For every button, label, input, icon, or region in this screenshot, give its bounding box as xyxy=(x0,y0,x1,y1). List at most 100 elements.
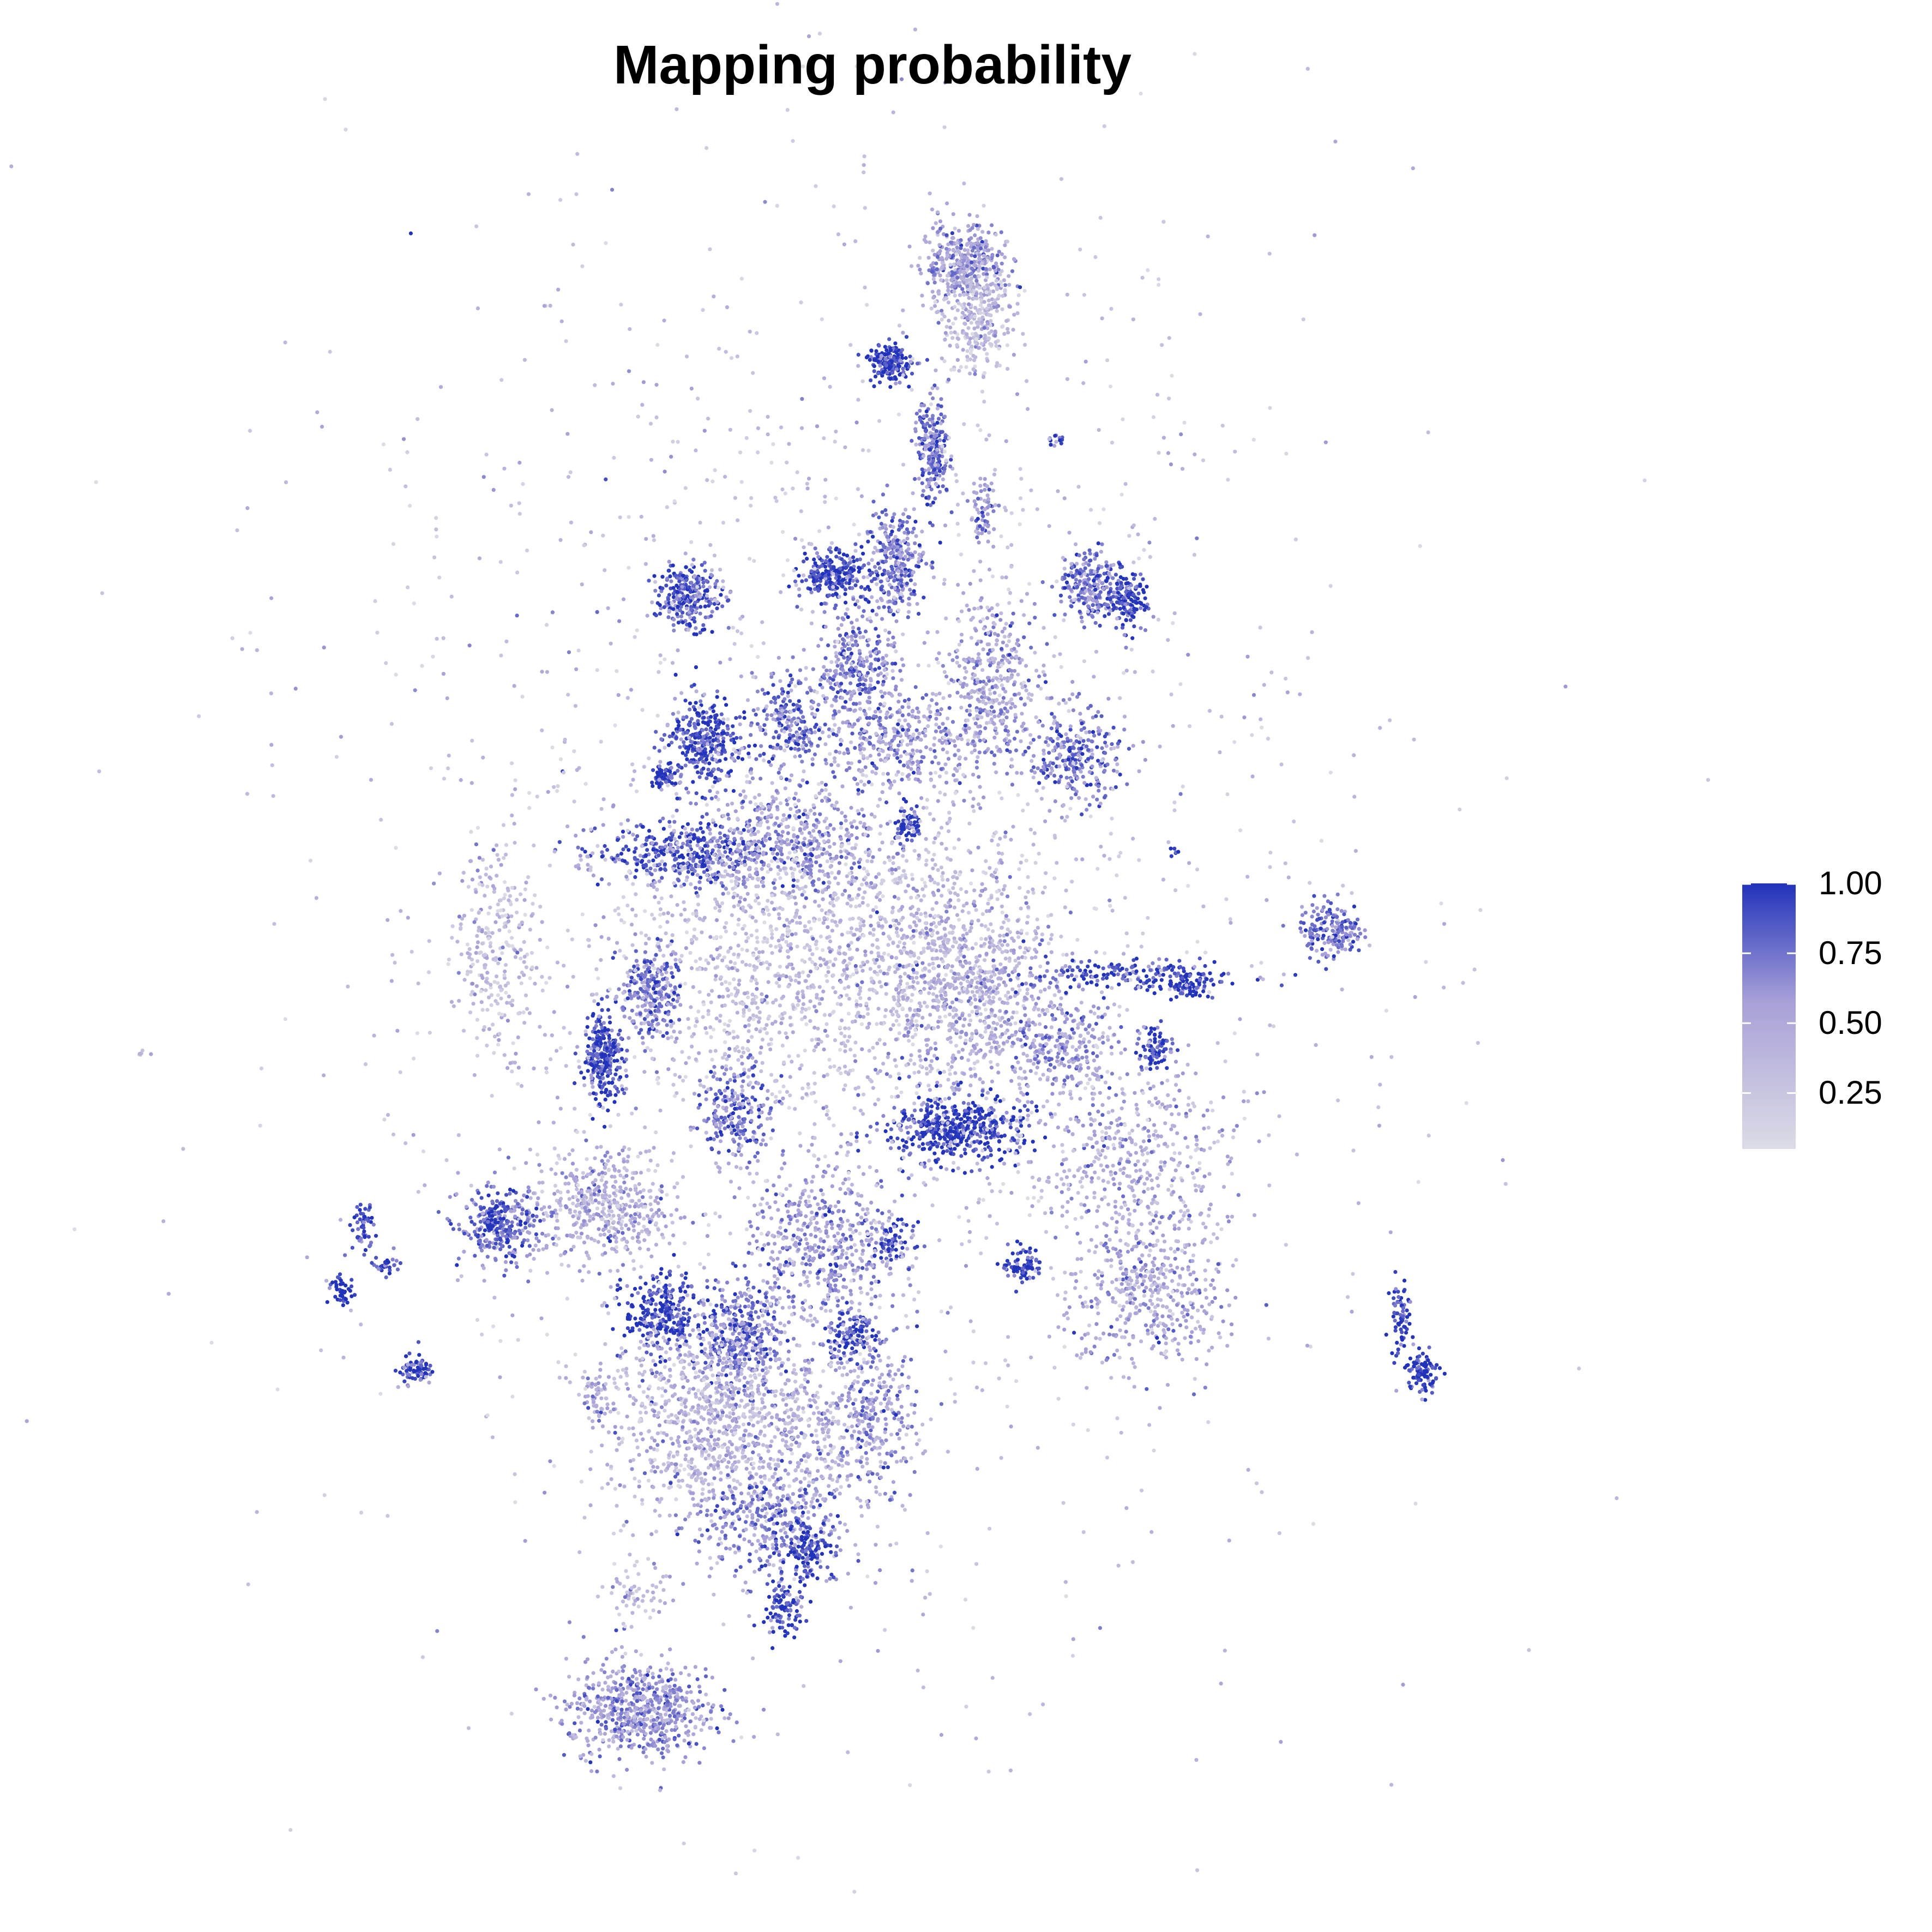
data-point xyxy=(988,691,992,696)
data-point xyxy=(731,789,736,793)
data-point xyxy=(890,550,894,555)
data-point xyxy=(815,579,819,583)
data-point xyxy=(1114,625,1118,630)
data-point xyxy=(788,728,792,732)
data-point xyxy=(976,227,980,231)
data-point xyxy=(851,555,856,559)
data-point xyxy=(972,285,976,290)
data-point xyxy=(753,743,757,748)
data-point xyxy=(932,736,937,741)
data-point xyxy=(774,789,779,793)
data-point xyxy=(946,717,950,721)
data-point xyxy=(922,414,926,419)
data-point xyxy=(1094,553,1099,558)
data-point xyxy=(817,728,821,732)
data-point xyxy=(1112,605,1116,610)
data-point xyxy=(994,232,998,237)
data-point xyxy=(713,720,718,725)
data-point xyxy=(886,572,891,576)
data-point xyxy=(789,747,793,751)
data-point xyxy=(810,880,815,885)
data-point xyxy=(802,648,806,652)
data-point xyxy=(660,575,665,579)
data-point xyxy=(916,263,920,268)
data-point xyxy=(892,612,896,617)
data-point xyxy=(1021,681,1026,685)
data-point xyxy=(756,707,760,711)
data-point xyxy=(917,450,921,455)
data-point xyxy=(880,526,884,530)
data-point xyxy=(1115,581,1119,586)
data-point xyxy=(866,643,870,647)
data-point xyxy=(1106,603,1110,607)
data-point xyxy=(842,655,846,660)
data-point xyxy=(958,284,962,288)
data-point xyxy=(866,600,871,604)
data-point xyxy=(994,699,998,703)
data-point xyxy=(700,815,705,819)
data-point xyxy=(802,559,806,564)
data-point xyxy=(857,688,862,692)
data-point xyxy=(884,800,889,805)
data-point xyxy=(844,818,848,823)
data-point xyxy=(954,252,959,256)
data-point xyxy=(979,246,983,251)
data-point xyxy=(978,578,983,582)
data-point xyxy=(977,540,981,545)
data-point xyxy=(773,701,778,705)
data-point xyxy=(982,371,987,375)
data-point xyxy=(938,249,942,254)
data-point xyxy=(781,762,786,767)
data-point xyxy=(1026,678,1031,683)
data-point xyxy=(756,839,761,844)
data-point xyxy=(725,731,730,736)
data-point xyxy=(938,273,942,278)
data-point xyxy=(902,563,907,568)
data-point xyxy=(1078,579,1082,583)
data-point xyxy=(679,831,684,835)
data-point xyxy=(792,843,797,848)
data-point xyxy=(926,256,931,260)
data-point xyxy=(783,705,787,709)
data-point xyxy=(831,716,836,720)
data-point xyxy=(703,796,707,801)
data-point xyxy=(737,830,742,835)
data-point xyxy=(990,223,994,227)
point-cluster xyxy=(856,335,929,389)
data-point xyxy=(759,744,763,748)
data-point xyxy=(786,831,790,835)
data-point xyxy=(808,587,812,591)
data-point xyxy=(848,647,852,651)
data-point xyxy=(1092,579,1096,583)
data-point xyxy=(886,351,890,356)
data-point xyxy=(878,597,883,601)
data-point xyxy=(843,814,847,818)
data-point xyxy=(858,820,863,825)
data-point xyxy=(911,491,915,496)
data-point xyxy=(1045,696,1049,701)
data-point xyxy=(1053,799,1057,804)
data-point xyxy=(926,443,931,447)
data-point xyxy=(699,605,703,609)
data-point xyxy=(779,746,783,750)
data-point xyxy=(791,884,796,888)
data-point xyxy=(736,755,741,760)
data-point xyxy=(914,728,919,732)
data-point xyxy=(940,312,944,316)
data-point xyxy=(940,430,944,434)
data-point xyxy=(935,386,940,390)
data-point xyxy=(970,348,974,352)
data-point xyxy=(1111,725,1116,730)
data-point xyxy=(725,803,730,807)
data-point xyxy=(905,520,909,524)
data-point xyxy=(781,817,786,822)
data-point xyxy=(599,877,604,882)
data-point xyxy=(777,824,781,828)
data-point xyxy=(1043,819,1048,823)
data-point xyxy=(706,773,711,777)
data-point xyxy=(817,829,822,834)
data-point xyxy=(967,703,972,708)
data-point xyxy=(785,669,790,673)
data-point xyxy=(696,722,701,726)
data-point xyxy=(1096,729,1100,733)
